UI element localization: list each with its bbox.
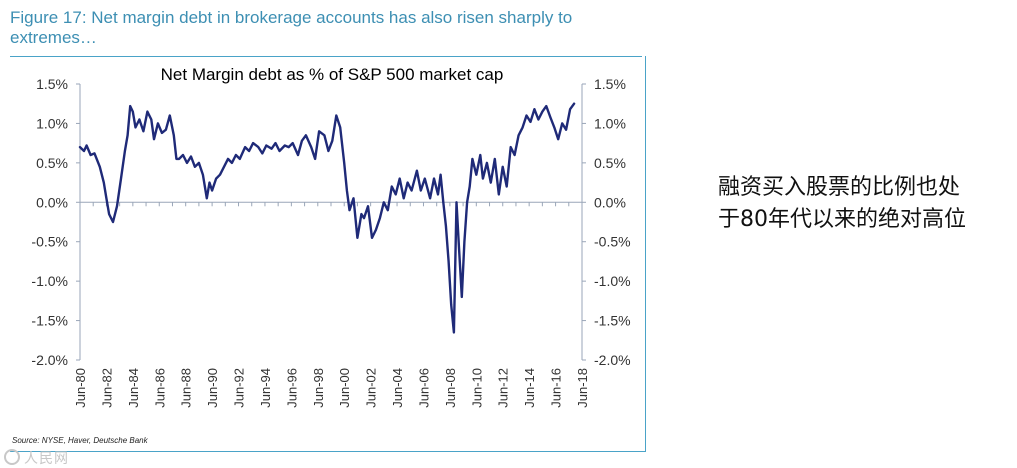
left-y-tick-label: 0.0% (36, 194, 68, 210)
series-line (78, 102, 576, 334)
x-tick-label: Jun-18 (575, 368, 590, 408)
left-y-tick-label: -2.0% (31, 352, 68, 368)
x-axis: Jun-80 Jun-82 Jun-84 Jun-86 Jun-88 Jun-90 Jun-… (73, 201, 590, 408)
right-y-tick-label: -2.0% (594, 352, 631, 368)
x-tick-label: Jun-90 (205, 368, 220, 408)
frame-right-border (645, 56, 646, 452)
annotation-line-2: 于80年代以来的绝对高位 (718, 207, 966, 232)
title-divider (10, 56, 642, 57)
x-tick-label: Jun-04 (390, 368, 405, 408)
x-tick-label: Jun-88 (179, 368, 194, 408)
x-tick-label: Jun-98 (311, 368, 326, 408)
x-tick-label: Jun-96 (284, 368, 299, 408)
x-tick-label: Jun-02 (364, 368, 379, 408)
right-y-tick-label: 1.5% (594, 76, 626, 92)
right-y-tick-label: 0.0% (594, 194, 626, 210)
right-y-tick-label: -1.0% (594, 273, 631, 289)
x-tick-label: Jun-00 (337, 368, 352, 408)
x-tick-label: Jun-12 (496, 368, 511, 408)
figure-title: Figure 17: Net margin debt in brokerage … (10, 8, 573, 47)
x-tick-label: Jun-08 (443, 368, 458, 408)
left-y-tick-label: -0.5% (31, 234, 68, 250)
x-tick-label: Jun-82 (99, 368, 114, 408)
x-tick-label: Jun-84 (126, 368, 141, 408)
x-tick-label: Jun-80 (73, 368, 88, 408)
right-y-axis: 1.5% 1.0% 0.5% 0.0% -0.5% -1.0% -1.5% -2.0% (581, 76, 631, 368)
source-note: Source: NYSE, Haver, Deutsche Bank (12, 436, 148, 445)
left-y-tick-label: 1.0% (36, 115, 68, 131)
left-y-tick-label: 0.5% (36, 155, 68, 171)
left-y-tick-label: 1.5% (36, 76, 68, 92)
x-tick-label: Jun-06 (416, 368, 431, 408)
watermark-text: 人民网 (24, 450, 69, 466)
chart-title: Net Margin debt as % of S&P 500 market c… (161, 65, 504, 84)
right-y-tick-label: -1.5% (594, 313, 631, 329)
annotation-line-1: 融资买入股票的比例也处 (718, 175, 961, 200)
left-y-tick-label: -1.0% (31, 273, 68, 289)
left-y-axis: 1.5% 1.0% 0.5% 0.0% -0.5% -1.0% -1.5% -2.0% (31, 76, 81, 368)
right-y-tick-label: 1.0% (594, 115, 626, 131)
right-y-tick-label: 0.5% (594, 155, 626, 171)
x-tick-label: Jun-92 (232, 368, 247, 408)
annotation-text: 融资买入股票的比例也处 于80年代以来的绝对高位 (718, 172, 1008, 236)
x-tick-label: Jun-10 (469, 368, 484, 408)
x-tick-label: Jun-16 (549, 368, 564, 408)
x-tick-label: Jun-94 (258, 368, 273, 408)
left-y-tick-label: -1.5% (31, 313, 68, 329)
watermark: 人民网 (4, 448, 69, 468)
watermark-logo-icon (4, 449, 20, 465)
frame-bottom-border (10, 451, 646, 452)
x-tick-label: Jun-14 (522, 368, 537, 408)
right-y-tick-label: -0.5% (594, 234, 631, 250)
x-tick-label: Jun-86 (152, 368, 167, 408)
